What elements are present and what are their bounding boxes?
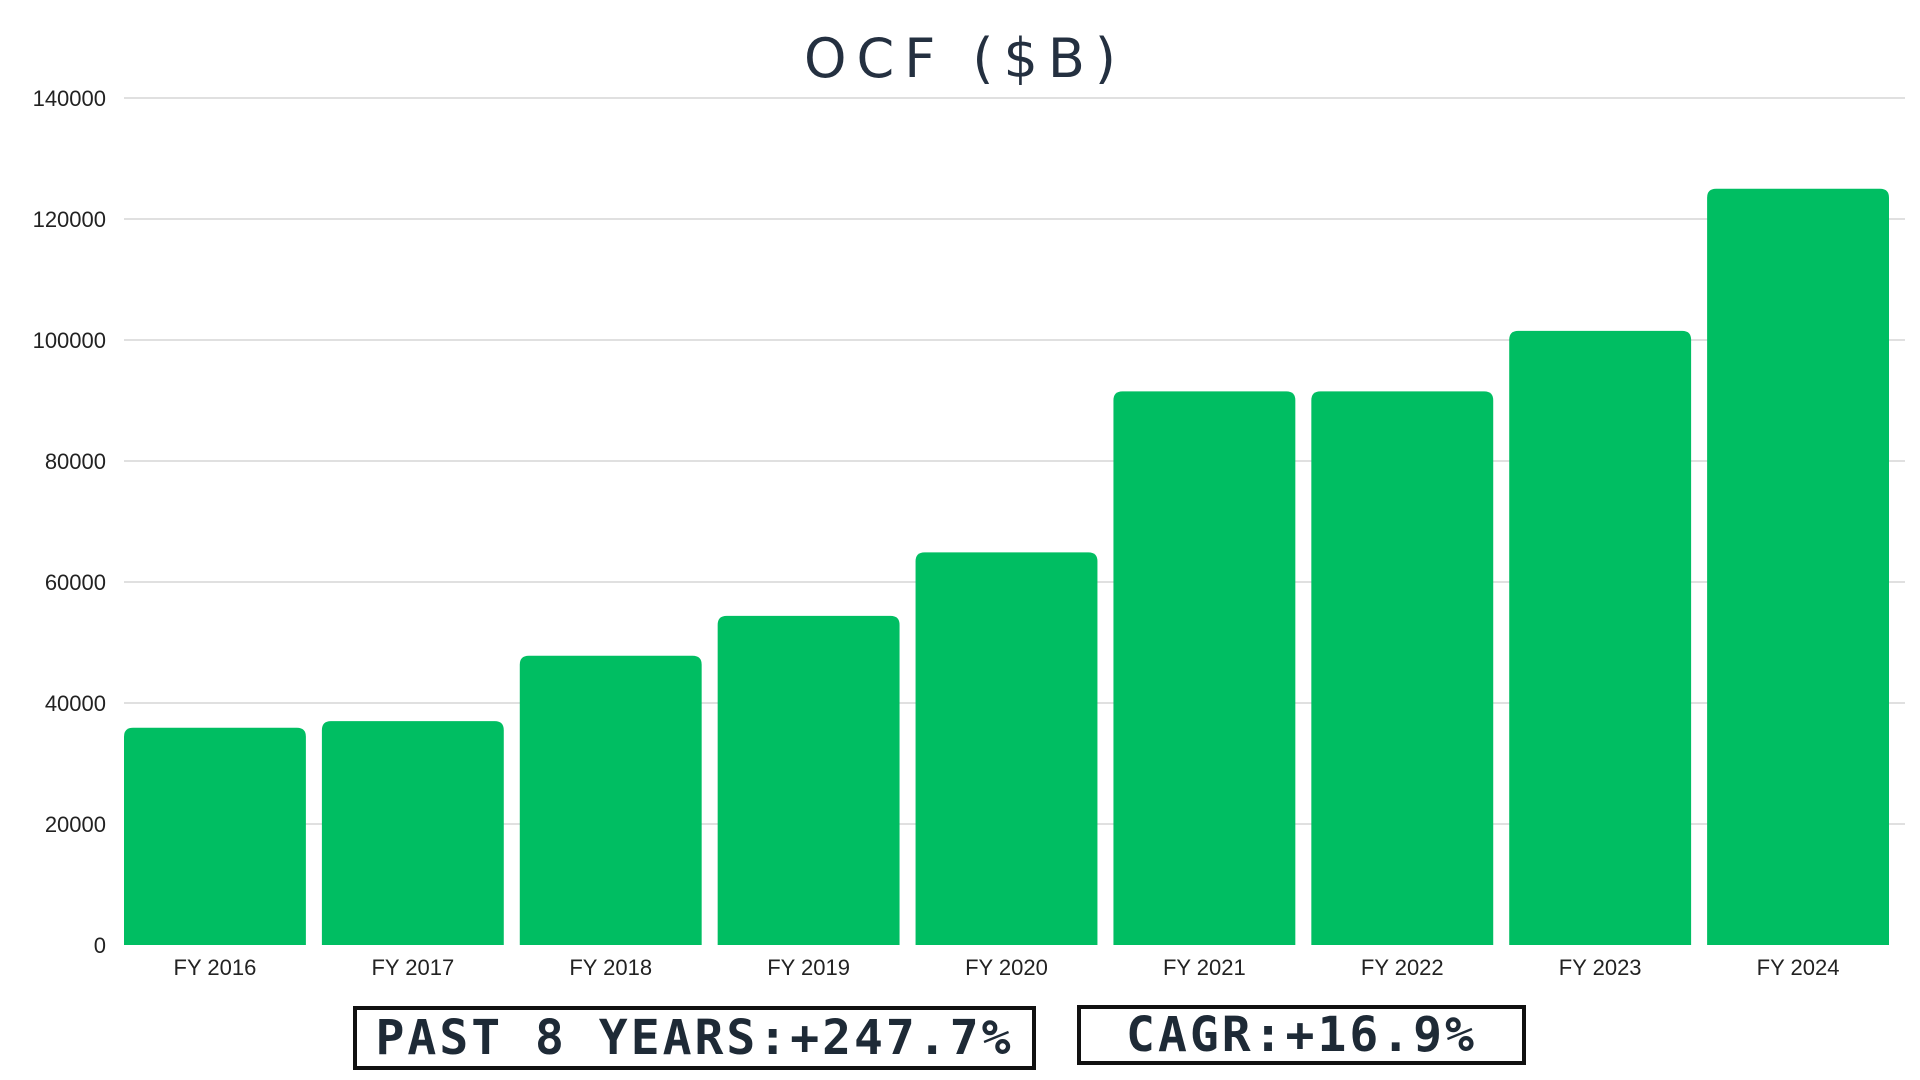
cagr-stat-box: CAGR:+16.9% [1077,1005,1526,1065]
bar [124,727,306,945]
bar [1509,330,1692,945]
chart-title: OCF ($B) [804,27,1126,90]
y-tick-label: 140000 [33,86,106,111]
x-tick-label: FY 2020 [965,955,1048,980]
x-tick-label: FY 2021 [1163,955,1246,980]
x-tick-label: FY 2024 [1757,955,1840,980]
bar [1707,188,1889,945]
y-axis-ticks: 0 20000 40000 60000 80000 100000 120000 140000 [33,86,106,958]
y-tick-label: 20000 [45,812,106,837]
y-tick-label: 80000 [45,449,106,474]
x-tick-label: FY 2016 [174,955,257,980]
bar [717,615,900,945]
bar [519,655,702,945]
past-years-stat-text: PAST 8 YEARS:+247.7% [375,1010,1014,1066]
y-tick-label: 100000 [33,328,106,353]
bar [321,721,504,945]
bar [1113,391,1296,945]
x-tick-label: FY 2019 [767,955,850,980]
past-years-stat-box: PAST 8 YEARS:+247.7% [353,1006,1036,1070]
bar [915,552,1098,945]
x-tick-label: FY 2017 [371,955,454,980]
x-tick-label: FY 2022 [1361,955,1444,980]
y-tick-label: 60000 [45,570,106,595]
x-axis-ticks: FY 2016 FY 2017 FY 2018 FY 2019 FY 2020 FY 20… [174,955,1840,980]
cagr-stat-text: CAGR:+16.9% [1126,1007,1477,1063]
bars [124,188,1889,945]
y-tick-label: 0 [94,933,106,958]
y-tick-label: 40000 [45,691,106,716]
x-tick-label: FY 2023 [1559,955,1642,980]
bar [1311,391,1494,945]
x-tick-label: FY 2018 [569,955,652,980]
y-tick-label: 120000 [33,207,106,232]
